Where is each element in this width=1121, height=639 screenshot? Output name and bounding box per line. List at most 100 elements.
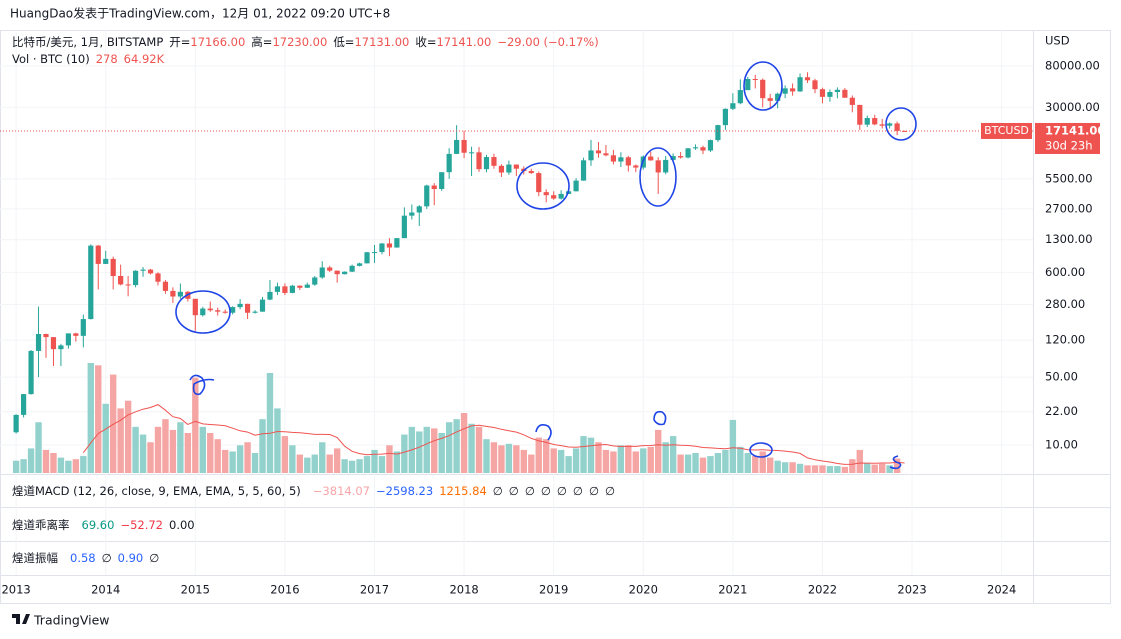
tv-logo [12,614,30,624]
volume-bar [42,449,50,473]
volume-bar [580,436,587,473]
volume-bar [766,457,774,473]
volume-bar [341,459,348,473]
volume-bar [819,465,826,473]
volume-bar [737,446,744,473]
y-tick-label: 50.00 [1045,370,1078,384]
volume-bar [311,454,318,473]
header: HuangDao发表于TradingView.com，12月 01, 2022 … [10,6,390,21]
volume-bar [535,437,542,473]
volume-bar [513,445,520,473]
candle-body [536,173,542,193]
volume-bar [468,423,475,473]
candle-body [491,157,497,166]
candle-body [162,281,169,291]
y-axis: 80000.00 30000.00 5500.00 2700.00 1300.00 600… [1045,59,1100,452]
candle-body [633,165,639,168]
volume-bar [632,451,640,473]
indicator-value: ∅ [604,484,616,498]
volume-bar [707,456,714,473]
volume-title: Vol · BTC (10) [12,52,90,66]
candle-body [610,155,617,162]
candle-body [894,123,900,131]
hand-circle [639,147,677,207]
indicator-value: ∅ [572,484,583,498]
candle-body [648,156,654,161]
candle-body [655,160,661,173]
annotations [175,61,917,470]
volume-bar [244,442,251,473]
volume-bar [169,429,177,473]
volume-bar [587,437,595,473]
volume-bar [12,460,20,473]
ohlc-value: 17230.00 [272,35,328,49]
ohlc-label: 低= [333,35,355,49]
candle-body [132,270,139,286]
symbol-tag-label: BTCUSD [984,124,1029,137]
volume-bar [662,442,669,473]
candle-body [812,80,818,90]
volume-bar [363,456,371,473]
candle-body [65,333,71,346]
x-tick-label: 2019 [539,583,568,597]
volume-bar [453,419,460,473]
candle-body [103,258,109,264]
candle-body [35,333,42,351]
x-tick-label: 2021 [718,583,747,597]
volume-bar [20,459,27,473]
candle-body [573,180,579,192]
symbol-tag [981,122,1032,139]
candle-body [506,164,512,173]
volume-bar [259,419,266,473]
candle-body [595,150,602,154]
y-tick-label: 22.00 [1045,404,1078,418]
volume-bar [162,419,169,473]
candle-body [752,79,758,81]
candle-body [737,90,743,104]
volume-bar [445,422,453,473]
candle-body [80,319,86,336]
price-tag [1035,122,1100,154]
candle-body [110,258,116,276]
hand-mark [535,424,552,441]
candle-body [580,160,587,181]
indicator-value: ∅ [540,484,551,498]
candle-body [327,267,333,271]
x-tick-label: 2022 [808,583,837,597]
candle-body [551,195,557,199]
volume-bar [57,457,65,473]
candle-body [401,215,407,239]
candle-body [342,271,348,275]
candle-body [715,125,721,141]
candle-body [872,118,878,125]
volume-bar [483,439,490,473]
candle-body [58,345,64,350]
indicator-value: ∅ [556,484,567,498]
candle-body [259,299,266,312]
ohlc-item: 开=17166.00 [169,34,245,50]
candle-body [775,93,781,101]
countdown-label: 30d 23h [1045,138,1093,152]
volume-bar [27,448,35,473]
volume-bar [826,466,834,473]
volume-bar [416,431,423,473]
volume-bar [154,426,162,473]
volume-bar [714,453,722,473]
symbol-title: 比特币/美元, 1月, BITSTAMP [12,35,164,49]
volume-bar [117,408,124,473]
volume-bar [572,448,580,473]
ohlc-item: 高=17230.00 [251,34,327,50]
x-tick-label: 2024 [987,583,1016,597]
x-tick-label: 2018 [449,583,478,597]
y-tick-label: 5500.00 [1045,171,1093,185]
volume-bar [655,429,662,473]
candle-body [364,252,370,264]
volume-bar [319,442,326,473]
hand-circle [885,107,917,141]
indicator-value: 0.58 [70,551,96,565]
volume-bar [752,456,759,473]
candle-body [446,153,452,173]
volume-bar [274,408,281,473]
ohlc-item: 低=17131.00 [333,34,409,50]
